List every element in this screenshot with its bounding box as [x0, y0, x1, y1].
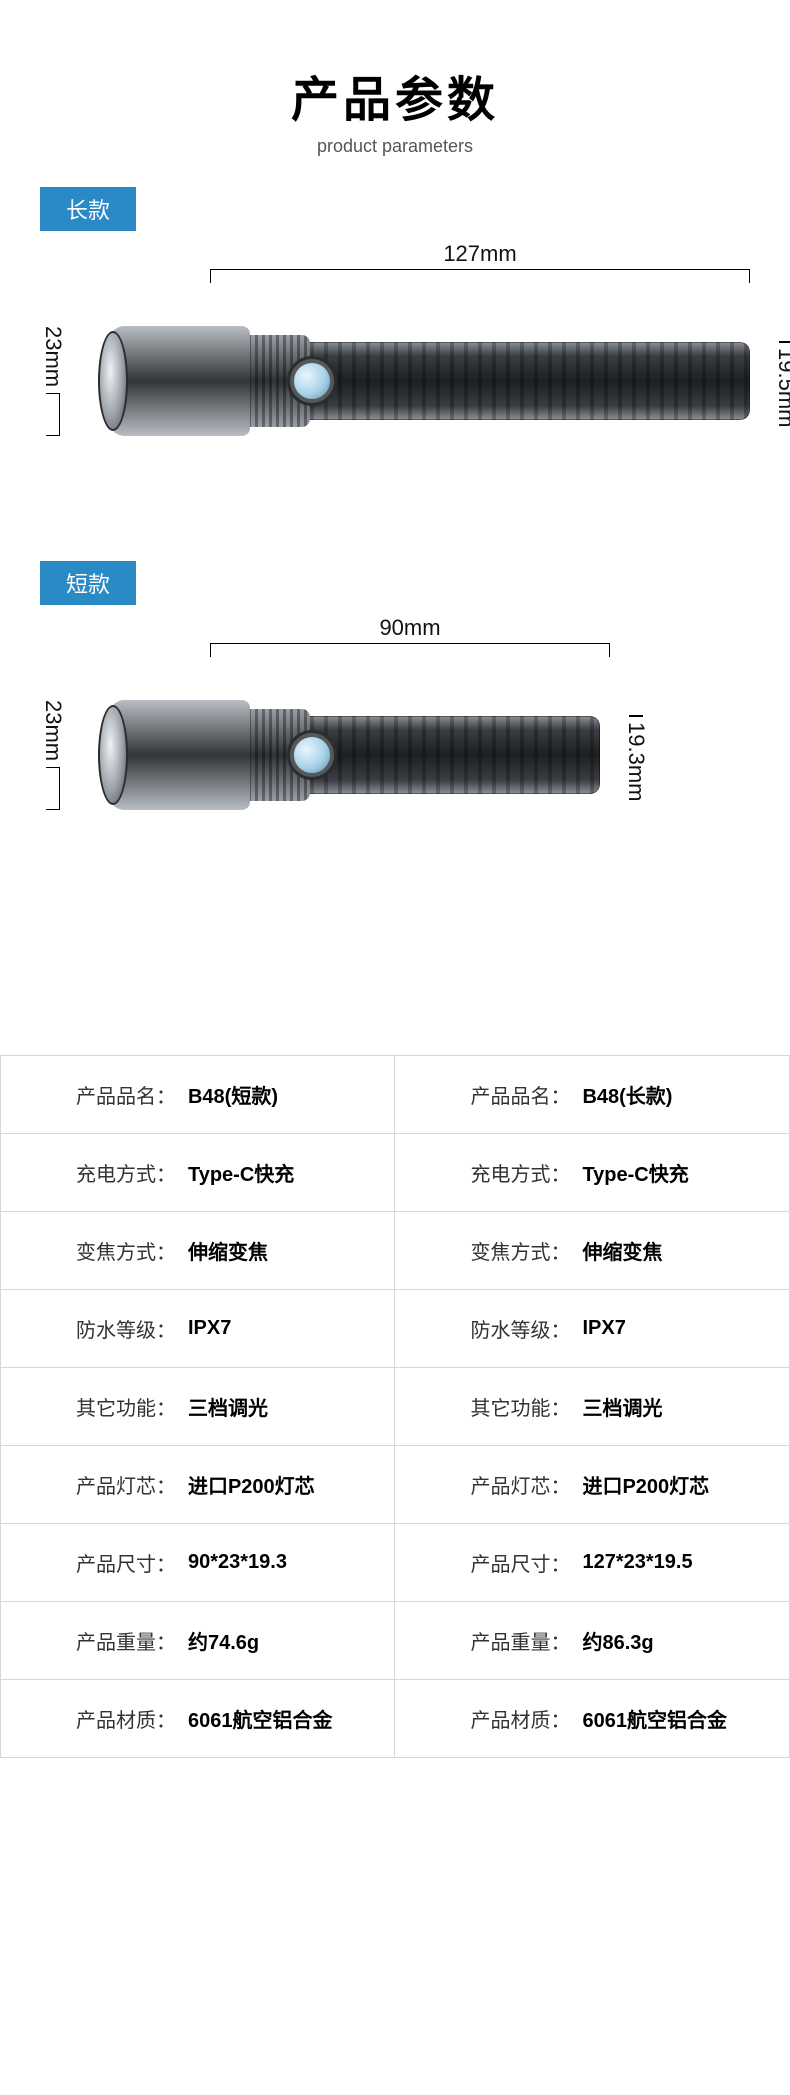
spec-label: 变焦方式： [395, 1212, 576, 1290]
spec-value: 约86.3g [576, 1602, 789, 1680]
spec-label: 产品尺寸： [1, 1524, 182, 1602]
length-label: 90mm [210, 615, 610, 641]
flashlight-power-button [290, 359, 334, 403]
spec-value: 90*23*19.3 [182, 1524, 395, 1602]
spec-label: 产品材质： [1, 1680, 182, 1758]
table-row: 其它功能：三档调光其它功能：三档调光 [1, 1368, 790, 1446]
spec-value: IPX7 [182, 1290, 395, 1368]
variant-tag: 短款 [40, 561, 136, 605]
flashlight-power-button [290, 733, 334, 777]
tail-diameter-dimension: 19.3mm [612, 716, 660, 794]
table-row: 产品材质：6061航空铝合金产品材质：6061航空铝合金 [1, 1680, 790, 1758]
page-title: 产品参数 [0, 60, 790, 130]
spec-value: 伸缩变焦 [576, 1212, 789, 1290]
flashlight-lens [98, 331, 128, 431]
spec-label: 产品灯芯： [1, 1446, 182, 1524]
tail-diameter-label: 19.3mm [623, 722, 649, 801]
spec-label: 产品重量： [395, 1602, 576, 1680]
page-header: 产品参数 product parameters [0, 0, 790, 187]
flashlight-head [110, 326, 250, 436]
dimension-diagram: 90mm 19.3mm 23mm [40, 615, 750, 875]
spec-value: IPX7 [576, 1290, 789, 1368]
variants-container: 长款127mm19.5mm23mm短款90mm19.3mm23mm [0, 187, 790, 935]
spec-label: 产品材质： [395, 1680, 576, 1758]
flashlight-illustration [40, 301, 750, 461]
spec-value: 三档调光 [182, 1368, 395, 1446]
tail-diameter-label: 19.5mm [773, 348, 790, 427]
head-diameter-label: 23mm [40, 326, 66, 387]
spec-value: 127*23*19.5 [576, 1524, 789, 1602]
bracket-vertical [46, 393, 60, 436]
spec-value: 进口P200灯芯 [576, 1446, 789, 1524]
table-row: 产品灯芯：进口P200灯芯产品灯芯：进口P200灯芯 [1, 1446, 790, 1524]
page-subtitle: product parameters [0, 136, 790, 157]
variant-tag: 长款 [40, 187, 136, 231]
spec-value: 6061航空铝合金 [182, 1680, 395, 1758]
dimension-diagram: 127mm19.5mm23mm [40, 241, 750, 501]
spec-value: Type-C快充 [576, 1134, 789, 1212]
table-row: 产品尺寸：90*23*19.3产品尺寸：127*23*19.5 [1, 1524, 790, 1602]
table-row: 产品品名：B48(短款)产品品名：B48(长款) [1, 1056, 790, 1134]
spec-label: 变焦方式： [1, 1212, 182, 1290]
length-dimension: 127mm [210, 241, 750, 289]
length-dimension: 90mm [210, 615, 610, 663]
spec-label: 产品重量： [1, 1602, 182, 1680]
table-row: 变焦方式：伸缩变焦变焦方式：伸缩变焦 [1, 1212, 790, 1290]
table-row: 充电方式：Type-C快充充电方式：Type-C快充 [1, 1134, 790, 1212]
spec-label: 其它功能： [395, 1368, 576, 1446]
spec-label: 防水等级： [395, 1290, 576, 1368]
spec-value: 约74.6g [182, 1602, 395, 1680]
spec-label: 防水等级： [1, 1290, 182, 1368]
flashlight-head [110, 700, 250, 810]
spec-value: B48(短款) [182, 1056, 395, 1134]
spec-value: 6061航空铝合金 [576, 1680, 789, 1758]
head-diameter-dimension: 23mm [40, 326, 66, 436]
variant-block: 长款127mm19.5mm23mm [0, 187, 790, 561]
table-row: 防水等级：IPX7防水等级：IPX7 [1, 1290, 790, 1368]
bracket-vertical [46, 767, 60, 810]
spec-label: 充电方式： [395, 1134, 576, 1212]
spec-label: 充电方式： [1, 1134, 182, 1212]
bracket-horizontal [210, 643, 610, 657]
variant-block: 短款 90mm 19.3mm 23mm [0, 561, 790, 935]
spec-label: 产品品名： [395, 1056, 576, 1134]
spec-label: 产品灯芯： [395, 1446, 576, 1524]
spec-value: B48(长款) [576, 1056, 789, 1134]
bracket-horizontal [210, 269, 750, 283]
head-diameter-dimension: 23mm [40, 700, 66, 810]
head-diameter-label: 23mm [40, 700, 66, 761]
spec-value: 进口P200灯芯 [182, 1446, 395, 1524]
length-label: 127mm [210, 241, 750, 267]
flashlight-lens [98, 705, 128, 805]
spec-value: 三档调光 [576, 1368, 789, 1446]
tail-diameter-dimension: 19.5mm [762, 342, 790, 420]
spec-label: 产品尺寸： [395, 1524, 576, 1602]
spec-label: 产品品名： [1, 1056, 182, 1134]
table-row: 产品重量：约74.6g产品重量：约86.3g [1, 1602, 790, 1680]
spec-label: 其它功能： [1, 1368, 182, 1446]
spec-value: Type-C快充 [182, 1134, 395, 1212]
spec-value: 伸缩变焦 [182, 1212, 395, 1290]
spec-table: 产品品名：B48(短款)产品品名：B48(长款)充电方式：Type-C快充充电方… [0, 1055, 790, 1758]
